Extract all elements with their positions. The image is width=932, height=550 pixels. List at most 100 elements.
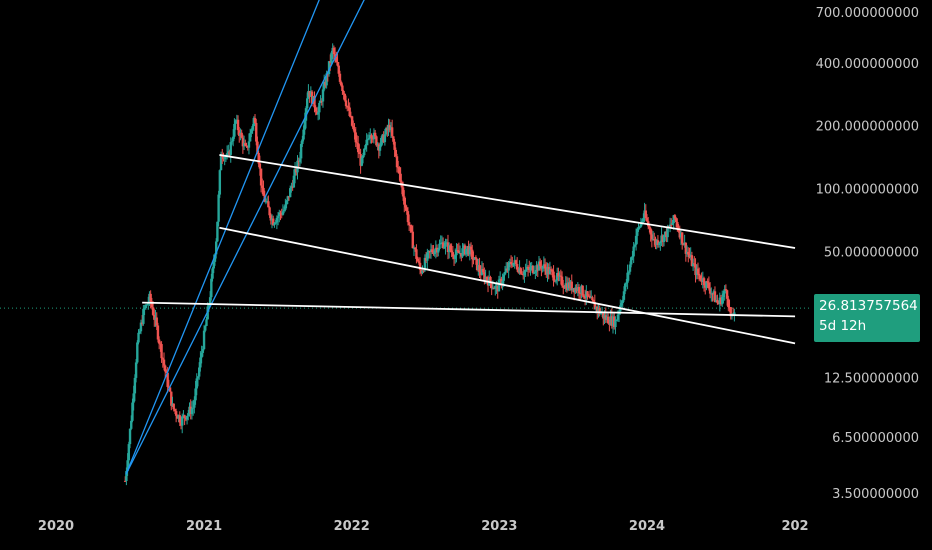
candle-body: [201, 349, 205, 353]
candle-body: [159, 343, 162, 345]
candle-body: [259, 168, 263, 186]
drawn-trendlines[interactable]: [125, 0, 796, 475]
candle-body: [653, 239, 656, 241]
candle-body: [157, 339, 161, 344]
candle-body: [718, 297, 722, 304]
candle-body: [244, 143, 247, 146]
candle-body: [498, 278, 502, 280]
candle-body: [327, 61, 331, 75]
candle-body: [501, 280, 504, 285]
candle-body: [700, 279, 703, 283]
time-axis[interactable]: 2020 2021 2022 2023 2024 202: [38, 519, 809, 534]
candle-body: [234, 120, 237, 124]
candle-body: [358, 152, 361, 154]
candle-body: [172, 403, 175, 410]
candle-body: [506, 268, 509, 271]
candle-body: [411, 231, 414, 249]
candle-body: [683, 242, 686, 246]
candle-body: [460, 253, 463, 257]
candle-body: [173, 409, 177, 412]
candle-body: [387, 125, 390, 131]
candle-body: [645, 218, 649, 222]
candle-body: [380, 138, 383, 146]
candle-body: [205, 319, 208, 326]
price-tick-label: 12.500000000: [824, 371, 919, 386]
candle-body: [616, 314, 620, 320]
candle-body: [422, 270, 425, 272]
candle-body: [306, 98, 309, 109]
candle-body: [401, 187, 405, 197]
candle-body: [308, 91, 311, 97]
trendline[interactable]: [219, 226, 796, 345]
candle-body: [588, 295, 592, 298]
candle-body: [420, 269, 423, 274]
candle-body: [148, 293, 151, 303]
candle-body: [185, 415, 189, 420]
candle-body: [710, 293, 713, 295]
candle-body: [291, 186, 294, 188]
candle-body: [447, 245, 451, 253]
candle-body: [727, 298, 730, 308]
candle-body: [332, 47, 336, 55]
candle-body: [324, 81, 327, 86]
candle-body: [432, 252, 435, 254]
candle-body: [702, 278, 706, 286]
candle-body: [631, 256, 634, 258]
candle-body: [429, 249, 433, 252]
candle-body: [597, 308, 600, 312]
candle-body: [614, 320, 617, 328]
candle-body: [463, 245, 467, 255]
candle-body: [275, 217, 279, 223]
candle-body: [139, 322, 143, 332]
candle-body: [258, 163, 262, 169]
candle-body: [197, 367, 201, 377]
candle-body: [222, 157, 225, 160]
candle-body: [524, 269, 527, 272]
candle-body: [359, 153, 362, 166]
candle-body: [694, 264, 697, 276]
channel-line[interactable]: [125, 0, 406, 475]
last-price-value: 26.813757564: [819, 298, 918, 315]
candle-body: [126, 460, 129, 472]
candle-body: [722, 293, 725, 297]
candle-body: [716, 300, 719, 303]
channel-line[interactable]: [125, 0, 345, 475]
candle-body: [605, 316, 609, 320]
candle-body: [439, 243, 442, 245]
candle-body: [383, 134, 387, 143]
candle-body: [363, 148, 366, 156]
candle-body: [238, 130, 241, 136]
candle-body: [579, 293, 582, 295]
price-tick-label: 50.000000000: [824, 246, 919, 261]
candle-body: [431, 249, 434, 253]
candle-body: [583, 297, 587, 299]
trendline[interactable]: [219, 154, 796, 249]
price-axis[interactable]: 700.000000000 400.000000000 200.000000000 1…: [816, 6, 919, 502]
candle-body: [489, 277, 492, 284]
candle-body: [199, 357, 202, 368]
candle-body: [708, 288, 712, 294]
candle-body: [394, 149, 397, 157]
candle-body: [513, 260, 516, 263]
candle-body: [303, 120, 306, 130]
candle-body: [241, 137, 245, 147]
candle-body: [481, 269, 485, 273]
candle-body: [455, 250, 458, 256]
candle-body: [547, 267, 550, 275]
candle-body: [367, 138, 371, 140]
candle-body: [666, 226, 669, 238]
candle-body: [253, 118, 257, 123]
candle-body: [265, 201, 269, 203]
trendline[interactable]: [142, 301, 796, 318]
candle-body: [575, 287, 578, 291]
candle-body: [142, 308, 145, 324]
candle-body: [596, 306, 599, 312]
candle-body: [552, 271, 555, 281]
candle-body: [712, 291, 715, 295]
candle-body: [337, 65, 340, 74]
candle-body: [695, 268, 698, 276]
candle-body: [661, 235, 664, 243]
candle-body: [341, 85, 344, 91]
candle-body: [668, 224, 672, 228]
